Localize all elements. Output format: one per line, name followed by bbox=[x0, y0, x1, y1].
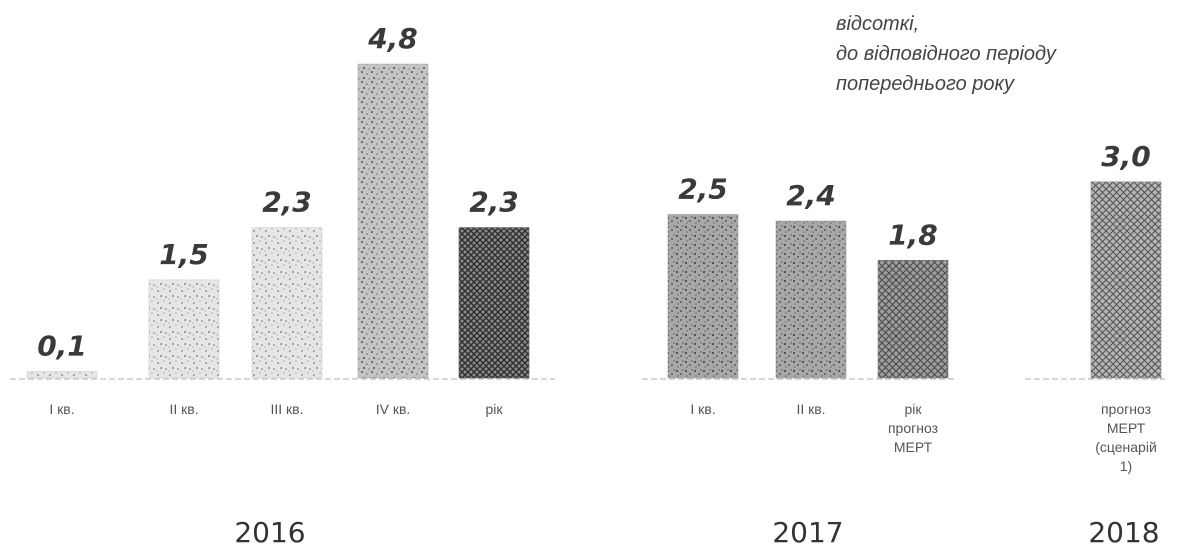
value-label-2017-2: 2,4 bbox=[786, 179, 836, 212]
value-label-2016-4: 4,8 bbox=[367, 22, 418, 55]
category-label-2016-4: IV кв. bbox=[376, 401, 411, 417]
value-label-2018-1: 3,0 bbox=[1101, 140, 1151, 173]
bar-2016-2 bbox=[148, 279, 220, 379]
category-label-2017-3: рік прогноз МЕРТ bbox=[888, 401, 938, 455]
category-label-2016-3: III кв. bbox=[270, 401, 303, 417]
year-label-2016: 2016 bbox=[234, 516, 305, 549]
category-label-2017-2: II кв. bbox=[796, 401, 825, 417]
bar-2016-3 bbox=[251, 227, 323, 379]
category-label-2018-1: прогноз МЕРТ (сценарій 1) bbox=[1095, 401, 1157, 474]
year-labels: 2016 2017 2018 bbox=[234, 516, 1159, 549]
value-label-2017-1: 2,5 bbox=[678, 173, 728, 206]
category-label-2016-1: I кв. bbox=[49, 401, 74, 417]
value-label-2016-1: 0,1 bbox=[37, 329, 87, 362]
year-label-2018: 2018 bbox=[1088, 516, 1159, 549]
value-label-2016-5: 2,3 bbox=[469, 186, 519, 219]
value-labels: 0,1 1,5 2,3 4,8 2,3 2,5 2,4 1,8 3,0 bbox=[37, 22, 1151, 362]
bar-2016-1 bbox=[26, 371, 98, 379]
value-label-2016-2: 1,5 bbox=[159, 238, 209, 271]
bar-2017-1 bbox=[667, 214, 739, 379]
bars bbox=[26, 63, 1162, 379]
category-label-2017-1: I кв. bbox=[690, 401, 715, 417]
category-label-2016-2: II кв. bbox=[169, 401, 198, 417]
bar-2016-5 bbox=[458, 227, 530, 379]
value-label-2016-3: 2,3 bbox=[262, 186, 312, 219]
bar-2018-1 bbox=[1090, 181, 1162, 379]
bar-2017-2 bbox=[775, 220, 847, 379]
category-labels: I кв. II кв. III кв. IV кв. рік I кв. II кв. рі… bbox=[49, 401, 1156, 474]
bar-2016-4 bbox=[357, 63, 429, 379]
year-label-2017: 2017 bbox=[772, 516, 843, 549]
chart-annotation: відсоткі, до відповідного періоду попере… bbox=[836, 13, 1061, 95]
bar-2017-3 bbox=[877, 259, 949, 379]
category-label-2016-5: рік bbox=[485, 401, 503, 417]
value-label-2017-3: 1,8 bbox=[888, 218, 938, 251]
